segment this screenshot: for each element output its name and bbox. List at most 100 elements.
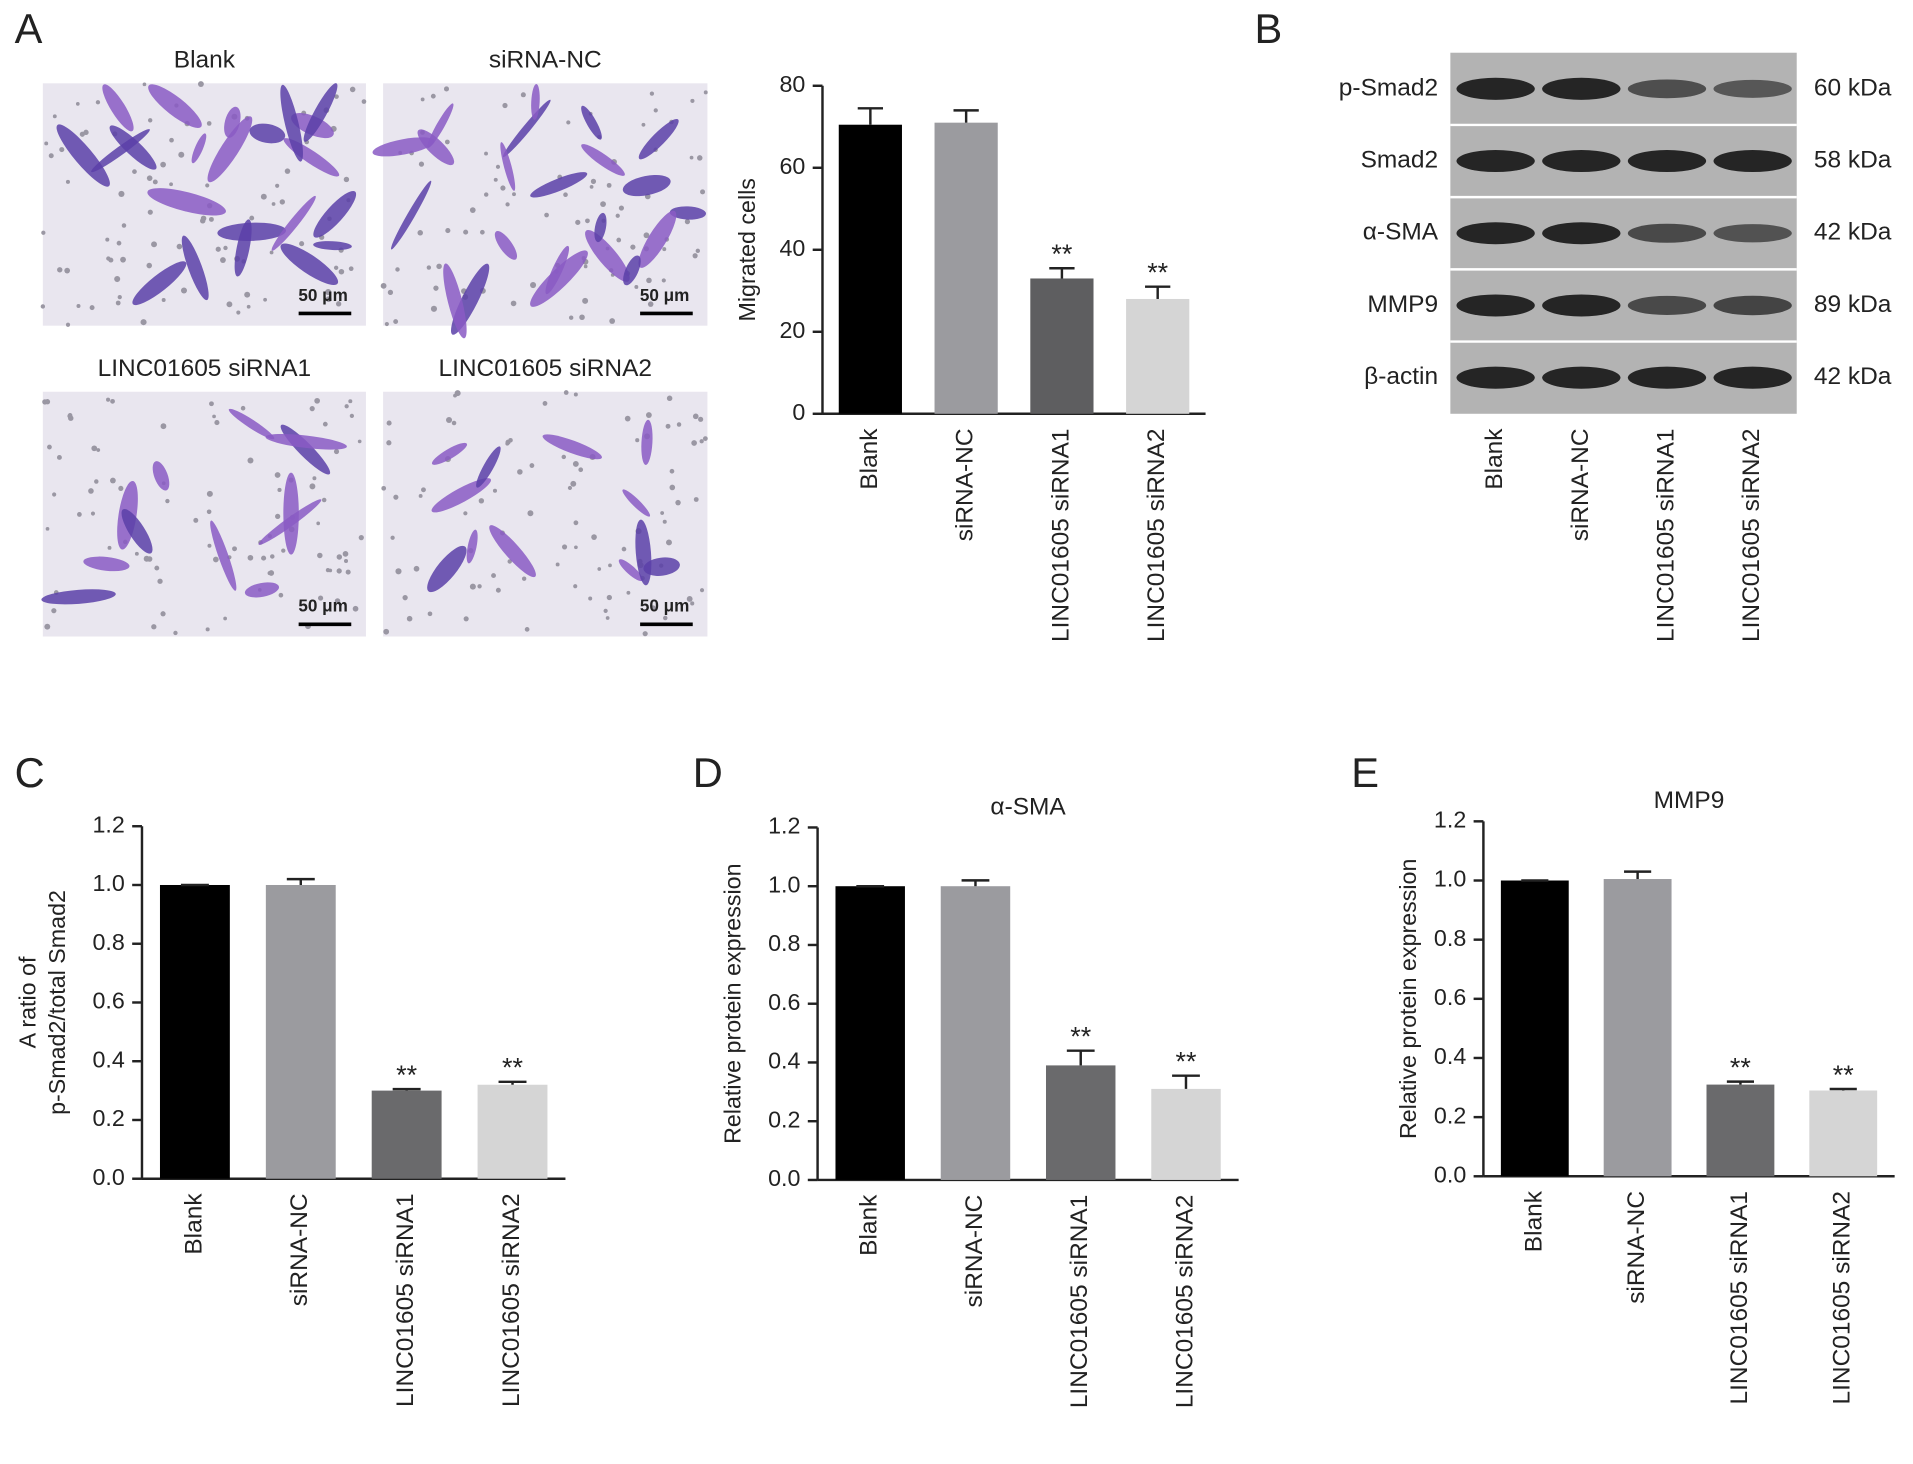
protein-size: 58 kDa — [1814, 147, 1892, 174]
cell — [431, 442, 468, 465]
pore — [675, 499, 681, 506]
pore — [381, 485, 387, 491]
cell — [244, 582, 280, 598]
lane-label: Blank — [1481, 428, 1508, 490]
pore — [402, 595, 408, 601]
pore — [334, 94, 339, 99]
y-tick-label: 0 — [792, 399, 805, 425]
pore — [121, 223, 127, 228]
pore — [154, 565, 160, 571]
pore — [106, 256, 111, 261]
pore — [193, 517, 199, 523]
pore — [661, 278, 666, 283]
pore — [336, 568, 342, 574]
pore — [345, 569, 351, 575]
protein-label: α-SMA — [1363, 219, 1439, 246]
pore — [484, 151, 488, 156]
pore — [59, 147, 65, 153]
pore — [105, 237, 110, 242]
pore — [247, 457, 254, 464]
y-tick-label: 0.2 — [93, 1105, 125, 1131]
pore — [48, 153, 54, 159]
pore — [433, 285, 439, 291]
pore — [621, 546, 627, 552]
pore — [699, 588, 705, 593]
x-tick-label: LINC01605 siRNA1 — [1047, 428, 1074, 642]
pore — [615, 213, 620, 218]
pore — [44, 399, 51, 405]
pore — [463, 229, 469, 235]
pore — [140, 319, 147, 326]
pore — [684, 219, 691, 225]
pore — [505, 202, 510, 207]
significance: ** — [502, 1053, 523, 1083]
x-tick-label: LINC01605 siRNA2 — [1171, 1195, 1198, 1409]
pore — [209, 401, 214, 407]
pore — [220, 257, 226, 263]
pore — [585, 218, 590, 224]
pore — [75, 102, 80, 106]
bar — [1045, 1065, 1116, 1180]
pore — [118, 485, 124, 491]
pore — [309, 406, 315, 412]
pore — [590, 178, 597, 184]
cell — [181, 235, 209, 301]
blot-band — [1713, 295, 1792, 316]
pore — [314, 397, 321, 404]
pore — [608, 563, 612, 568]
pore — [643, 232, 650, 239]
pore — [413, 565, 420, 572]
x-tick-label: LINC01605 siRNA1 — [1066, 1195, 1093, 1409]
pore — [478, 498, 485, 504]
pore — [690, 98, 695, 103]
y-tick-label: 1.0 — [93, 870, 125, 896]
pore — [591, 534, 597, 540]
y-tick-label: 40 — [779, 235, 805, 261]
pore — [689, 155, 694, 160]
blot-band — [1456, 222, 1535, 245]
scale-bar-label: 50 μm — [298, 285, 348, 305]
cell — [581, 105, 602, 140]
pore — [517, 469, 523, 475]
cell — [191, 133, 207, 164]
blot-band — [1627, 79, 1707, 99]
pore — [653, 108, 658, 113]
pore — [650, 605, 656, 611]
y-axis-label: p-Smad2/total Smad2 — [44, 890, 70, 1115]
pore — [453, 393, 457, 398]
pore — [244, 291, 251, 298]
pore — [208, 216, 214, 222]
pore — [335, 301, 342, 307]
pore — [645, 412, 652, 418]
y-tick-label: 0.2 — [768, 1106, 800, 1132]
pore — [430, 93, 436, 99]
pore — [635, 438, 640, 443]
cell — [280, 243, 339, 285]
pore — [132, 169, 137, 174]
pore — [451, 420, 457, 426]
bar — [1500, 880, 1569, 1177]
bar — [1706, 1084, 1775, 1177]
pore — [699, 439, 704, 444]
cell — [109, 125, 157, 170]
x-tick-label: siRNA-NC — [961, 1195, 988, 1308]
pore — [393, 494, 399, 500]
blot-band — [1542, 150, 1621, 173]
x-tick-label: LINC01605 siRNA2 — [1143, 428, 1170, 642]
pore — [502, 102, 508, 109]
pore — [417, 230, 423, 236]
pore — [316, 521, 321, 526]
cell — [502, 99, 551, 158]
pore — [333, 265, 339, 270]
pore — [275, 513, 281, 520]
pore — [151, 624, 157, 630]
pore — [573, 584, 578, 589]
y-tick-label: 0.4 — [93, 1046, 125, 1072]
pore — [110, 398, 115, 404]
pore — [41, 230, 46, 235]
cell — [265, 433, 347, 450]
pore — [616, 237, 622, 243]
blot-band — [1713, 224, 1792, 243]
pore — [65, 179, 70, 184]
cell — [489, 525, 536, 578]
